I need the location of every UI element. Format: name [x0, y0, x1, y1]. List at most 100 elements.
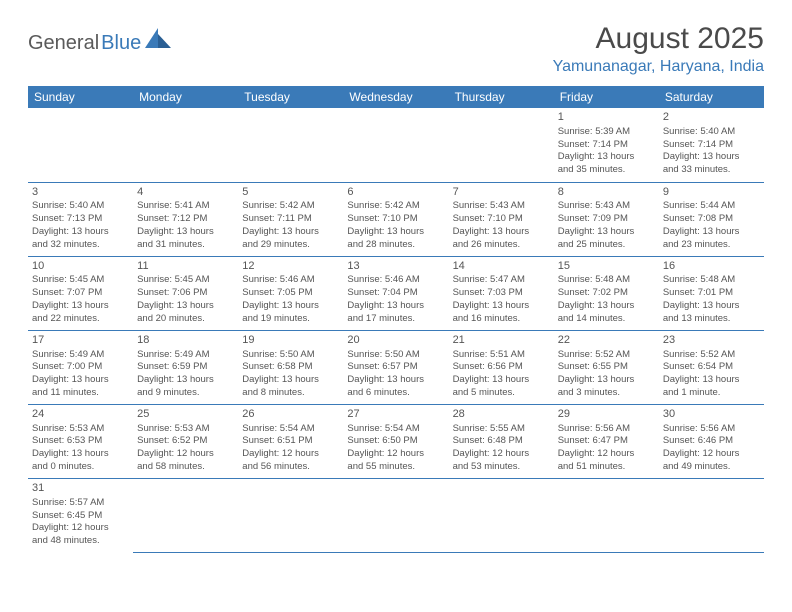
cell-d2: and 6 minutes.: [347, 387, 444, 400]
cell-sunrise: Sunrise: 5:51 AM: [453, 349, 550, 362]
cell-d2: and 19 minutes.: [242, 313, 339, 326]
day-number: 10: [32, 259, 129, 274]
calendar-cell: 8Sunrise: 5:43 AMSunset: 7:09 PMDaylight…: [554, 182, 659, 256]
cell-sunrise: Sunrise: 5:42 AM: [242, 200, 339, 213]
cell-d2: and 22 minutes.: [32, 313, 129, 326]
cell-d2: and 8 minutes.: [242, 387, 339, 400]
calendar-row: 17Sunrise: 5:49 AMSunset: 7:00 PMDayligh…: [28, 330, 764, 404]
calendar-cell: 6Sunrise: 5:42 AMSunset: 7:10 PMDaylight…: [343, 182, 448, 256]
cell-d2: and 23 minutes.: [663, 239, 760, 252]
cell-sunset: Sunset: 7:05 PM: [242, 287, 339, 300]
cell-sunset: Sunset: 6:47 PM: [558, 435, 655, 448]
day-number: 29: [558, 407, 655, 422]
day-number: 25: [137, 407, 234, 422]
cell-d2: and 0 minutes.: [32, 461, 129, 474]
calendar-cell: 18Sunrise: 5:49 AMSunset: 6:59 PMDayligh…: [133, 330, 238, 404]
calendar-cell: 12Sunrise: 5:46 AMSunset: 7:05 PMDayligh…: [238, 256, 343, 330]
day-number: 9: [663, 185, 760, 200]
cell-sunrise: Sunrise: 5:54 AM: [242, 423, 339, 436]
cell-sunset: Sunset: 6:56 PM: [453, 361, 550, 374]
cell-d1: Daylight: 13 hours: [663, 226, 760, 239]
cell-d2: and 55 minutes.: [347, 461, 444, 474]
day-number: 18: [137, 333, 234, 348]
cell-sunset: Sunset: 7:08 PM: [663, 213, 760, 226]
cell-sunset: Sunset: 7:03 PM: [453, 287, 550, 300]
cell-d1: Daylight: 13 hours: [558, 151, 655, 164]
page: GeneralBlue August 2025 Yamunanagar, Har…: [0, 0, 792, 553]
calendar-row: 1Sunrise: 5:39 AMSunset: 7:14 PMDaylight…: [28, 108, 764, 182]
cell-d2: and 31 minutes.: [137, 239, 234, 252]
cell-sunset: Sunset: 6:51 PM: [242, 435, 339, 448]
cell-sunrise: Sunrise: 5:39 AM: [558, 126, 655, 139]
day-number: 15: [558, 259, 655, 274]
calendar-cell: 2Sunrise: 5:40 AMSunset: 7:14 PMDaylight…: [659, 108, 764, 182]
day-number: 21: [453, 333, 550, 348]
cell-sunrise: Sunrise: 5:52 AM: [663, 349, 760, 362]
day-number: 23: [663, 333, 760, 348]
cell-d1: Daylight: 13 hours: [453, 374, 550, 387]
day-header-row: Sunday Monday Tuesday Wednesday Thursday…: [28, 86, 764, 108]
cell-d2: and 28 minutes.: [347, 239, 444, 252]
cell-sunset: Sunset: 6:52 PM: [137, 435, 234, 448]
cell-sunset: Sunset: 7:06 PM: [137, 287, 234, 300]
cell-d2: and 9 minutes.: [137, 387, 234, 400]
calendar-cell: 28Sunrise: 5:55 AMSunset: 6:48 PMDayligh…: [449, 404, 554, 478]
calendar-cell: 29Sunrise: 5:56 AMSunset: 6:47 PMDayligh…: [554, 404, 659, 478]
day-number: 6: [347, 185, 444, 200]
calendar-cell: 7Sunrise: 5:43 AMSunset: 7:10 PMDaylight…: [449, 182, 554, 256]
cell-sunrise: Sunrise: 5:45 AM: [32, 274, 129, 287]
cell-d2: and 35 minutes.: [558, 164, 655, 177]
cell-sunset: Sunset: 7:07 PM: [32, 287, 129, 300]
cell-d1: Daylight: 12 hours: [453, 448, 550, 461]
logo-text-blue: Blue: [101, 32, 141, 55]
cell-d1: Daylight: 13 hours: [32, 448, 129, 461]
cell-sunrise: Sunrise: 5:50 AM: [347, 349, 444, 362]
calendar-cell: [133, 108, 238, 182]
calendar-cell: [238, 478, 343, 552]
day-number: 30: [663, 407, 760, 422]
calendar-cell: 30Sunrise: 5:56 AMSunset: 6:46 PMDayligh…: [659, 404, 764, 478]
cell-d1: Daylight: 12 hours: [663, 448, 760, 461]
cell-sunrise: Sunrise: 5:55 AM: [453, 423, 550, 436]
cell-sunset: Sunset: 6:54 PM: [663, 361, 760, 374]
cell-d1: Daylight: 13 hours: [663, 151, 760, 164]
calendar-cell: 3Sunrise: 5:40 AMSunset: 7:13 PMDaylight…: [28, 182, 133, 256]
cell-sunset: Sunset: 6:45 PM: [32, 510, 129, 523]
cell-sunrise: Sunrise: 5:46 AM: [347, 274, 444, 287]
cell-sunset: Sunset: 7:10 PM: [453, 213, 550, 226]
cell-sunrise: Sunrise: 5:49 AM: [137, 349, 234, 362]
cell-sunset: Sunset: 7:11 PM: [242, 213, 339, 226]
cell-d1: Daylight: 13 hours: [558, 374, 655, 387]
calendar-cell: [133, 478, 238, 552]
cell-d2: and 20 minutes.: [137, 313, 234, 326]
cell-sunrise: Sunrise: 5:48 AM: [663, 274, 760, 287]
day-number: 7: [453, 185, 550, 200]
calendar-cell: 10Sunrise: 5:45 AMSunset: 7:07 PMDayligh…: [28, 256, 133, 330]
calendar-cell: 27Sunrise: 5:54 AMSunset: 6:50 PMDayligh…: [343, 404, 448, 478]
cell-d2: and 5 minutes.: [453, 387, 550, 400]
calendar-cell: 1Sunrise: 5:39 AMSunset: 7:14 PMDaylight…: [554, 108, 659, 182]
cell-d2: and 29 minutes.: [242, 239, 339, 252]
cell-d2: and 13 minutes.: [663, 313, 760, 326]
calendar-cell: 9Sunrise: 5:44 AMSunset: 7:08 PMDaylight…: [659, 182, 764, 256]
cell-sunrise: Sunrise: 5:52 AM: [558, 349, 655, 362]
day-number: 31: [32, 481, 129, 496]
cell-sunrise: Sunrise: 5:43 AM: [558, 200, 655, 213]
calendar-cell: 5Sunrise: 5:42 AMSunset: 7:11 PMDaylight…: [238, 182, 343, 256]
cell-d2: and 49 minutes.: [663, 461, 760, 474]
cell-d2: and 33 minutes.: [663, 164, 760, 177]
cell-sunrise: Sunrise: 5:53 AM: [137, 423, 234, 436]
logo: GeneralBlue: [28, 22, 171, 55]
cell-sunset: Sunset: 7:14 PM: [558, 139, 655, 152]
day-header: Thursday: [449, 86, 554, 108]
day-number: 27: [347, 407, 444, 422]
cell-d1: Daylight: 13 hours: [242, 226, 339, 239]
cell-sunset: Sunset: 6:48 PM: [453, 435, 550, 448]
cell-sunset: Sunset: 6:57 PM: [347, 361, 444, 374]
calendar-row: 3Sunrise: 5:40 AMSunset: 7:13 PMDaylight…: [28, 182, 764, 256]
cell-d2: and 25 minutes.: [558, 239, 655, 252]
calendar-row: 10Sunrise: 5:45 AMSunset: 7:07 PMDayligh…: [28, 256, 764, 330]
calendar-cell: 20Sunrise: 5:50 AMSunset: 6:57 PMDayligh…: [343, 330, 448, 404]
calendar-row: 31Sunrise: 5:57 AMSunset: 6:45 PMDayligh…: [28, 478, 764, 552]
calendar-cell: 26Sunrise: 5:54 AMSunset: 6:51 PMDayligh…: [238, 404, 343, 478]
